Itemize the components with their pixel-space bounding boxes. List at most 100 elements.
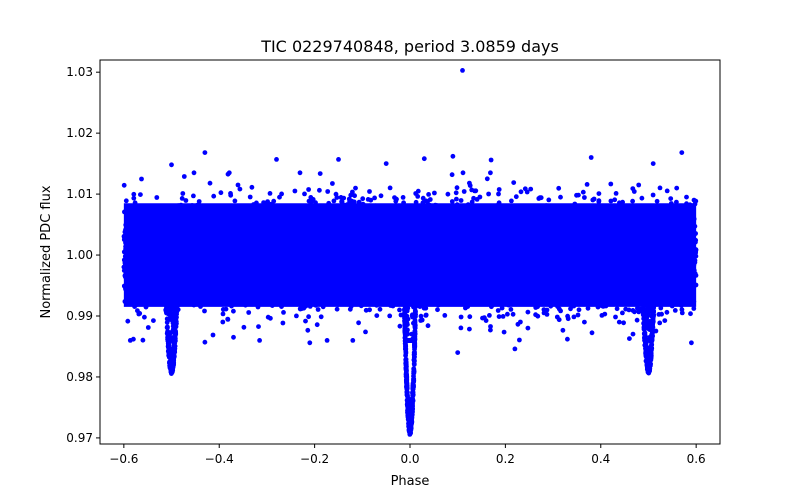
data-point — [675, 299, 681, 305]
data-point — [558, 194, 563, 200]
data-point — [298, 280, 304, 285]
data-point — [281, 310, 286, 315]
data-point — [656, 272, 662, 278]
data-point — [631, 189, 637, 194]
data-point — [279, 191, 284, 197]
data-point — [667, 213, 673, 219]
data-point — [346, 283, 352, 288]
data-point — [662, 318, 668, 323]
data-point — [501, 329, 507, 335]
data-point — [509, 212, 515, 218]
data-point — [171, 236, 177, 242]
data-point — [582, 195, 587, 200]
data-point — [238, 232, 244, 238]
data-point — [580, 189, 586, 195]
data-point — [558, 251, 563, 257]
data-point — [639, 205, 644, 211]
data-point — [395, 300, 401, 305]
data-point — [486, 217, 492, 223]
data-point — [473, 286, 479, 291]
data-point — [122, 299, 128, 304]
data-point — [181, 174, 187, 179]
data-point — [484, 289, 489, 295]
data-point — [334, 306, 340, 312]
data-point — [315, 301, 320, 307]
data-point — [145, 302, 151, 307]
data-point — [174, 228, 180, 234]
data-point — [363, 281, 369, 287]
data-point — [664, 309, 670, 315]
data-point — [460, 170, 466, 176]
data-point — [469, 199, 475, 205]
data-point — [673, 246, 679, 251]
data-point — [397, 323, 403, 329]
data-point — [488, 327, 493, 333]
data-point — [635, 209, 641, 215]
data-point — [427, 197, 433, 202]
data-point — [299, 214, 305, 220]
data-point — [609, 205, 614, 210]
data-point — [614, 306, 620, 312]
data-point — [488, 170, 493, 176]
data-point — [468, 299, 474, 305]
data-point — [608, 181, 614, 187]
data-point — [222, 206, 228, 211]
data-point — [195, 286, 201, 292]
data-point — [623, 306, 629, 312]
data-point — [654, 198, 660, 204]
data-point — [454, 185, 460, 191]
data-point — [318, 314, 324, 320]
data-point — [487, 228, 492, 234]
data-point — [626, 277, 632, 283]
data-point — [306, 314, 311, 320]
data-point — [593, 282, 599, 288]
data-point — [452, 227, 458, 233]
data-point — [387, 214, 393, 220]
data-point — [501, 268, 506, 274]
data-point — [289, 287, 295, 293]
data-point — [467, 326, 472, 332]
data-point — [524, 207, 529, 213]
data-point — [367, 286, 373, 292]
data-point — [358, 212, 364, 218]
data-point — [633, 214, 638, 219]
data-point — [630, 308, 636, 313]
data-point — [294, 313, 299, 319]
data-point — [254, 209, 260, 214]
data-point — [621, 320, 626, 326]
data-point — [389, 259, 395, 265]
data-point — [183, 198, 189, 203]
data-point — [496, 314, 502, 319]
data-point — [423, 305, 429, 311]
data-point — [505, 311, 510, 317]
data-point — [147, 219, 153, 225]
data-point — [210, 332, 216, 338]
data-point — [540, 210, 546, 215]
data-point — [450, 204, 456, 210]
data-point — [367, 189, 372, 194]
data-point — [232, 198, 238, 204]
data-point — [256, 324, 261, 329]
data-point — [413, 216, 418, 222]
data-point — [145, 325, 151, 330]
data-point — [334, 195, 340, 200]
data-point — [189, 203, 195, 208]
data-point — [331, 198, 337, 204]
data-point — [420, 298, 425, 304]
data-point — [571, 314, 577, 320]
data-point — [314, 322, 320, 328]
data-point — [265, 199, 270, 205]
data-point — [454, 196, 459, 202]
data-point — [261, 222, 267, 227]
data-point — [477, 244, 483, 250]
data-point — [521, 288, 527, 294]
data-point — [546, 213, 551, 219]
data-point — [662, 219, 668, 225]
data-point — [245, 265, 251, 271]
data-point — [196, 230, 202, 236]
data-point — [247, 204, 252, 210]
data-point — [320, 304, 326, 310]
data-point — [415, 194, 421, 199]
data-point — [228, 215, 233, 221]
